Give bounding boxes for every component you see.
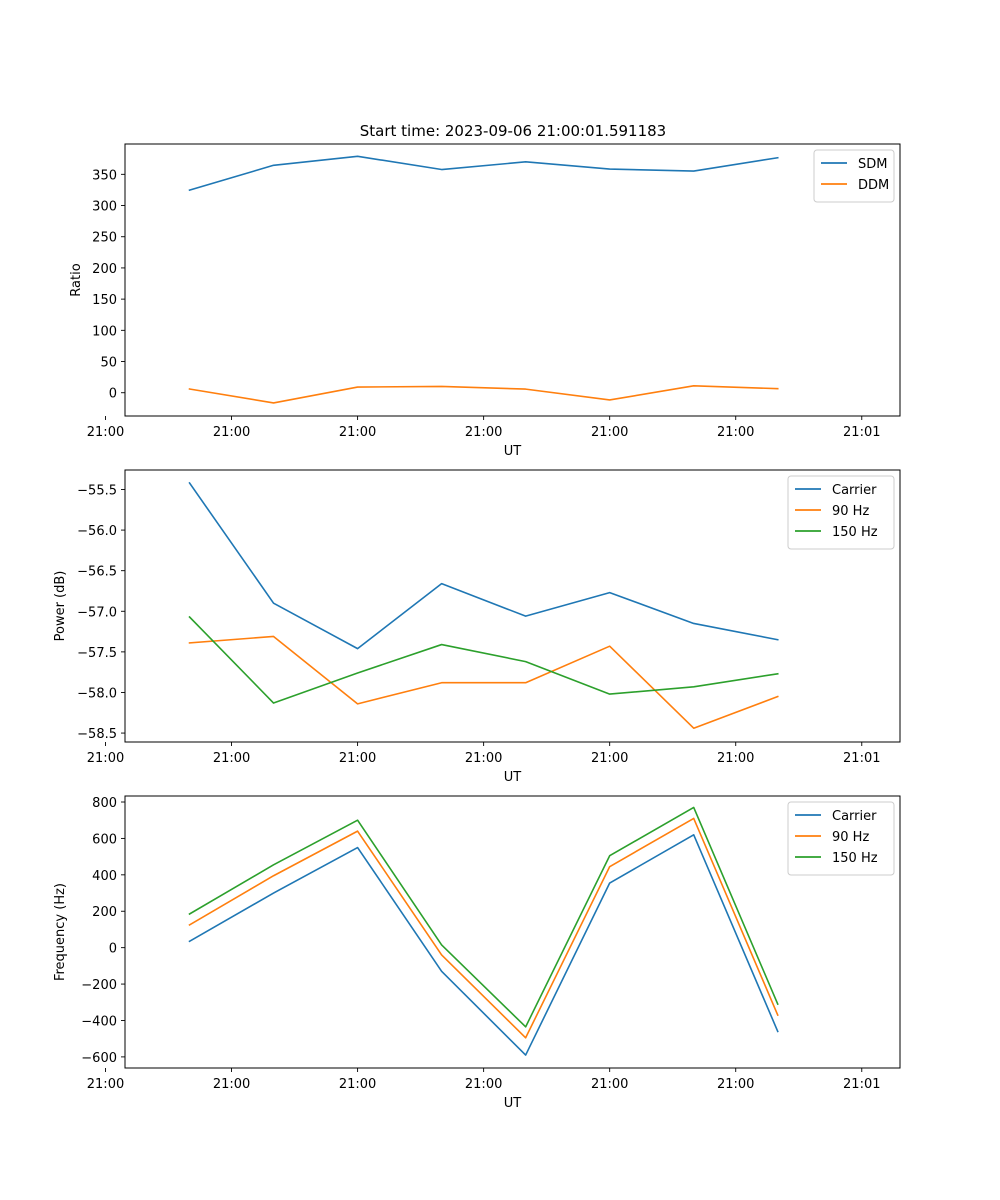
axes-frame-1: [124, 143, 901, 417]
y-tick-label-3: −600: [81, 1051, 117, 1066]
x-tick-label-1: 21:01: [843, 425, 880, 440]
y-tick-label-1: 0: [109, 387, 117, 402]
x-tick-label-2: 21:00: [87, 751, 124, 766]
x-tick-label-2: 21:00: [213, 751, 250, 766]
legend-label-carrier-2: Carrier: [832, 483, 877, 498]
x-tick-label-1: 21:00: [339, 425, 376, 440]
series-lines-3: [188, 806, 779, 1056]
y-tick-label-3: 200: [92, 905, 117, 920]
series-line-ddm-1: [188, 384, 779, 404]
series-lines-2: [188, 481, 779, 730]
legend-2: Carrier 90 Hz 150 Hz: [787, 475, 895, 550]
x-tick-label-3: 21:00: [591, 1077, 628, 1092]
x-tick-label-2: 21:00: [339, 751, 376, 766]
chart-panel-1: 21:00 21:00 21:00 21:00 21:00 21:00 21:01 0 50 10…: [69, 143, 901, 459]
x-tick-label-1: 21:00: [591, 425, 628, 440]
legend-label-sdm-1: SDM: [858, 157, 887, 172]
x-tick-label-1: 21:00: [87, 425, 124, 440]
legend-3: Carrier 90 Hz 150 Hz: [787, 801, 895, 876]
legend-label-90-hz-3: 90 Hz: [832, 830, 869, 845]
legend-label-150-hz-2: 150 Hz: [832, 525, 878, 540]
y-tick-label-3: 0: [109, 942, 117, 957]
x-tick-label-1: 21:00: [213, 425, 250, 440]
y-tick-label-3: 400: [92, 869, 117, 884]
legend-label-ddm-1: DDM: [858, 178, 889, 193]
y-tick-label-1: 200: [92, 262, 117, 277]
x-tick-label-3: 21:01: [843, 1077, 880, 1092]
y-tick-label-2: −56.0: [77, 524, 117, 539]
x-tick-label-3: 21:00: [87, 1077, 124, 1092]
x-tick-label-2: 21:00: [591, 751, 628, 766]
figure-title: Start time: 2023-09-06 21:00:01.591183: [360, 122, 666, 140]
legend-1: SDM DDM: [813, 149, 895, 203]
x-tick-label-3: 21:00: [213, 1077, 250, 1092]
series-line-sdm-1: [188, 155, 779, 192]
x-tick-label-3: 21:00: [339, 1077, 376, 1092]
x-axis-label-1: UT: [504, 444, 522, 459]
y-tick-label-1: 300: [92, 200, 117, 215]
y-axis-label-2: Power (dB): [53, 571, 68, 642]
x-tick-label-2: 21:01: [843, 751, 880, 766]
chart-panel-2: 21:00 21:00 21:00 21:00 21:00 21:00 21:01 −58.5…: [53, 469, 901, 785]
y-tick-label-1: 50: [100, 356, 117, 371]
axes-frame-2: [124, 469, 901, 743]
legend-label-150-hz-3: 150 Hz: [832, 851, 878, 866]
series-line-carrier-3: [188, 833, 779, 1056]
y-tick-label-2: −58.0: [77, 686, 117, 701]
y-axis-label-3: Frequency (Hz): [53, 883, 68, 981]
legend-label-carrier-3: Carrier: [832, 809, 877, 824]
x-axis-label-3: UT: [504, 1096, 522, 1111]
y-tick-label-3: 800: [92, 796, 117, 811]
series-line-90-hz-2: [188, 635, 779, 730]
y-tick-label-1: 100: [92, 324, 117, 339]
series-line-carrier-2: [188, 481, 779, 650]
y-tick-label-2: −57.5: [77, 646, 117, 661]
x-tick-label-1: 21:00: [465, 425, 502, 440]
series-line-150-hz-3: [188, 806, 779, 1028]
y-tick-label-1: 350: [92, 168, 117, 183]
y-tick-label-2: −55.5: [77, 483, 117, 498]
legend-label-90-hz-2: 90 Hz: [832, 504, 869, 519]
y-tick-label-2: −57.0: [77, 605, 117, 620]
x-tick-label-3: 21:00: [717, 1077, 754, 1092]
x-tick-label-1: 21:00: [717, 425, 754, 440]
series-line-150-hz-2: [188, 615, 779, 704]
x-axis-label-2: UT: [504, 770, 522, 785]
y-tick-label-3: −400: [81, 1014, 117, 1029]
axes-frame-3: [124, 795, 901, 1069]
y-tick-label-2: −58.5: [77, 727, 117, 742]
y-axis-label-1: Ratio: [69, 263, 84, 296]
y-tick-label-1: 250: [92, 231, 117, 246]
y-tick-label-1: 150: [92, 293, 117, 308]
x-tick-label-2: 21:00: [465, 751, 502, 766]
series-lines-1: [188, 155, 779, 404]
y-tick-label-2: −56.5: [77, 565, 117, 580]
x-tick-label-3: 21:00: [465, 1077, 502, 1092]
x-tick-label-2: 21:00: [717, 751, 754, 766]
series-line-90-hz-3: [188, 817, 779, 1039]
y-tick-label-3: 600: [92, 832, 117, 847]
chart-panel-3: 21:00 21:00 21:00 21:00 21:00 21:00 21:01 −600 −…: [53, 795, 901, 1111]
y-tick-label-3: −200: [81, 978, 117, 993]
